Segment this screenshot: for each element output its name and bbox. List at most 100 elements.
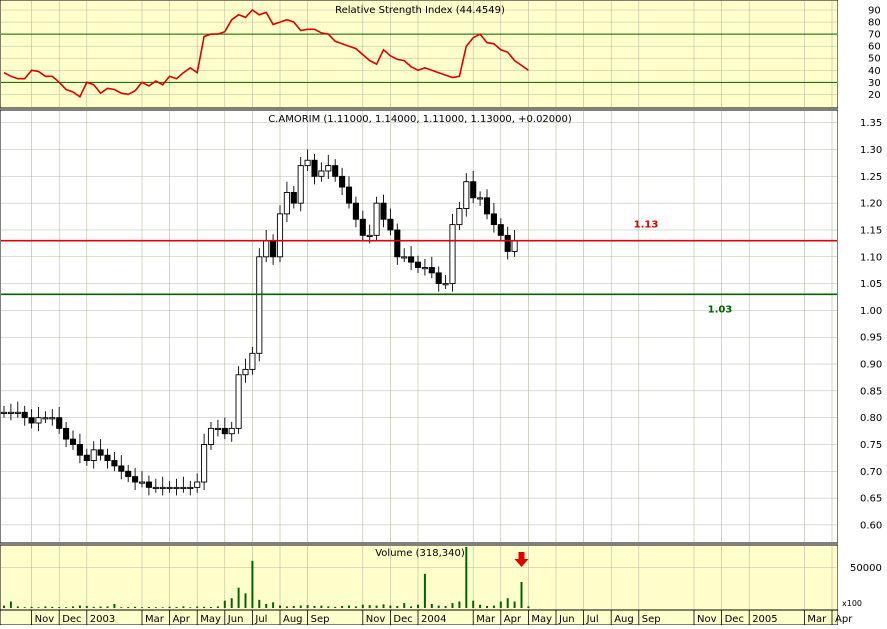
candle-up: [201, 444, 208, 483]
volume-bar: [99, 606, 102, 608]
volume-bar: [465, 547, 468, 608]
price-level-label: 1.03: [708, 304, 733, 315]
volume-bar: [285, 606, 288, 608]
candle-up: [511, 240, 518, 252]
volume-bar: [16, 606, 19, 608]
candle-up: [152, 486, 159, 490]
volume-bar: [499, 601, 502, 608]
volume-bar: [237, 587, 240, 608]
rsi-tick-label: 30: [868, 78, 881, 89]
price-tick-label: 1.05: [860, 279, 882, 290]
candle-up: [180, 486, 187, 490]
candle-up: [159, 486, 166, 490]
volume-bar: [223, 600, 226, 608]
volume-bar: [513, 601, 516, 608]
volume-bar: [403, 603, 406, 608]
candle-up: [276, 213, 284, 258]
x-tick-label: Jun: [558, 614, 575, 625]
candle-up: [366, 234, 373, 237]
price-tick-label: 0.85: [860, 386, 882, 397]
x-tick-label: Dec: [393, 614, 412, 625]
x-tick-label: Apr: [173, 614, 191, 625]
candle-up: [304, 159, 311, 167]
x-tick-label: Jun: [227, 614, 244, 625]
candle-down: [497, 224, 504, 236]
price-tick-label: 1.10: [860, 252, 882, 263]
candle-up: [463, 181, 470, 209]
candle-down: [290, 191, 297, 204]
volume-bar: [479, 604, 482, 608]
candle-down: [111, 460, 118, 467]
volume-bar: [9, 601, 12, 608]
candle-up: [90, 449, 97, 462]
x-tick-label: Sep: [311, 614, 330, 625]
price-tick-label: 0.80: [860, 413, 882, 424]
candle-up: [256, 256, 263, 354]
price-tick-label: 1.00: [860, 306, 882, 317]
volume-panel: [0, 544, 839, 611]
grid-layer: [1, 1, 837, 609]
x-tick-label: Mar: [807, 614, 827, 625]
price-level-label: 1.13: [634, 220, 659, 231]
volume-bar: [51, 606, 54, 608]
price-layer: 1.13 1.03: [0, 149, 837, 496]
x-tick-label: Nov: [697, 614, 717, 625]
x-tick-label: Nov: [35, 614, 55, 625]
candle-down: [118, 465, 125, 472]
candle-up: [49, 417, 56, 420]
candle-down: [28, 417, 35, 424]
volume-bar: [216, 606, 219, 608]
volume-bar: [527, 606, 530, 608]
candle-up: [207, 427, 215, 445]
candle-up: [14, 411, 21, 414]
volume-bar: [134, 606, 137, 608]
rsi-tick-label: 20: [868, 90, 881, 101]
candle-up: [442, 283, 449, 286]
volume-bar: [506, 598, 509, 608]
volume-bar: [396, 605, 399, 608]
candle-down: [408, 256, 415, 263]
candle-up: [477, 197, 484, 200]
candle-up: [0, 411, 8, 414]
candle-down: [387, 218, 394, 231]
volume-layer: [3, 547, 530, 608]
candle-up: [297, 165, 304, 204]
candle-down: [428, 267, 435, 274]
candle-down: [504, 234, 511, 252]
volume-bar: [30, 606, 33, 608]
candle-down: [125, 470, 132, 478]
volume-bar: [313, 605, 316, 608]
volume-bar: [361, 604, 364, 608]
volume-bar: [189, 607, 192, 608]
candle-down: [132, 476, 139, 483]
rsi-line: [3, 8, 529, 98]
rsi-tick-label: 80: [868, 18, 881, 29]
volume-bar: [368, 605, 371, 608]
volume-bar: [299, 605, 302, 608]
x-tick-label: 2003: [90, 614, 115, 625]
price-tick-label: 0.60: [860, 520, 882, 531]
volume-bar: [382, 604, 385, 608]
candle-down: [352, 202, 359, 220]
candle-down: [145, 481, 152, 488]
volume-bar: [265, 603, 268, 608]
volume-bar: [168, 606, 171, 608]
volume-bar: [437, 605, 440, 608]
x-tick-label: Jul: [586, 614, 599, 625]
candle-up: [242, 368, 249, 376]
x-tick-label: Dec: [62, 614, 81, 625]
volume-bar: [175, 607, 178, 608]
candle-up: [42, 417, 49, 420]
volume-bar: [306, 605, 309, 608]
candle-up: [318, 170, 325, 177]
x-tick-label: Apr: [835, 614, 853, 625]
candle-up: [7, 411, 14, 414]
candle-down: [332, 165, 339, 177]
rsi-tick-label: 60: [868, 42, 881, 53]
price-tick-label: 0.95: [860, 333, 882, 344]
volume-bar: [410, 606, 413, 608]
volume-bar: [37, 607, 40, 608]
rsi-layer: [3, 8, 529, 98]
